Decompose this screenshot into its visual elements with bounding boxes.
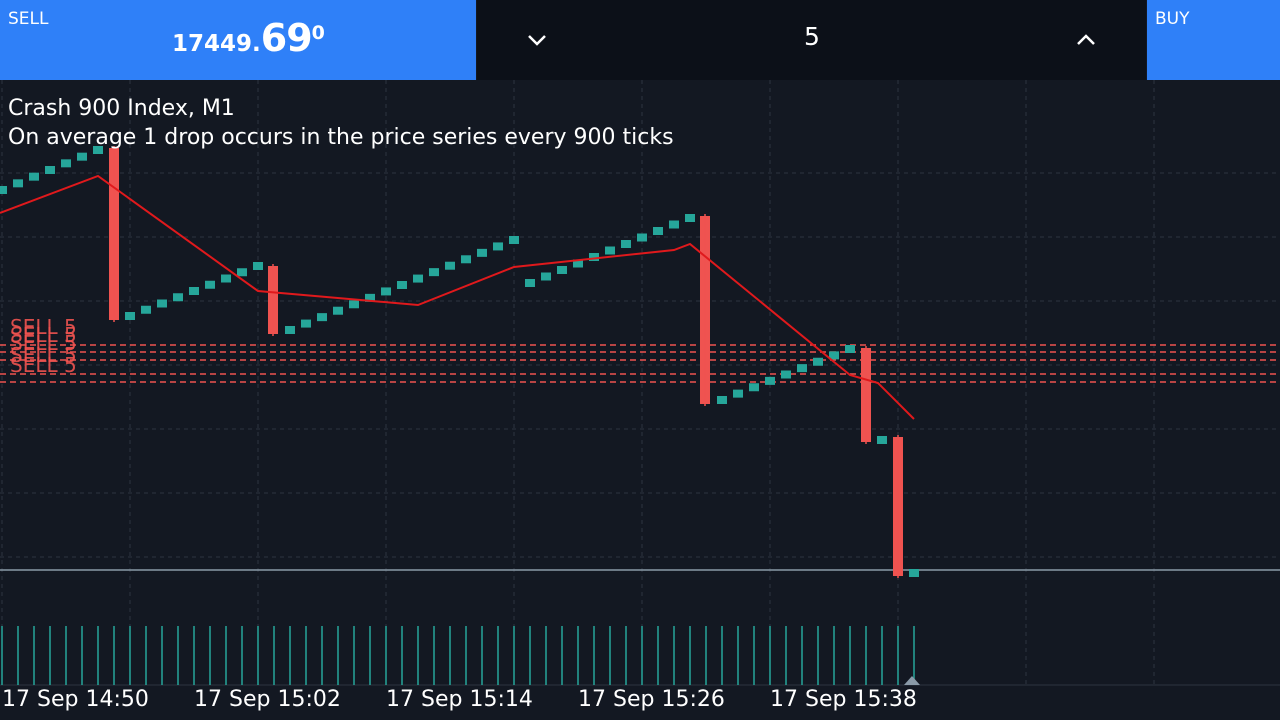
x-tick-label: 17 Sep 15:26 <box>578 687 725 712</box>
x-tick-label: 17 Sep 15:14 <box>386 687 533 712</box>
candle-up <box>909 569 919 577</box>
sell-price: 17449.690 <box>172 16 325 60</box>
candle-up <box>141 305 151 314</box>
candle-up <box>413 274 423 283</box>
chart-symbol-label: Crash 900 Index, M1 <box>8 96 235 121</box>
chevron-down-icon <box>528 35 546 46</box>
buy-label: BUY <box>1155 9 1190 29</box>
candle-up <box>557 266 567 274</box>
candle-up <box>157 299 167 308</box>
candle-up <box>61 159 71 168</box>
candle-up <box>221 274 231 283</box>
candle-up <box>813 357 823 366</box>
candle-up <box>573 259 583 268</box>
candle-up <box>765 376 775 385</box>
candle-up <box>717 396 727 404</box>
order-line-label: SELL 5 <box>10 343 77 367</box>
order-bar: SELL 17449.690 5 BUY <box>0 0 1280 80</box>
candle-up <box>317 313 327 322</box>
x-tick-label: 17 Sep 15:02 <box>194 687 341 712</box>
candle-up <box>301 319 311 328</box>
candle-up <box>125 312 135 320</box>
candle-up <box>477 248 487 257</box>
candle-up <box>13 179 23 188</box>
sell-price-big: 69 <box>260 16 313 60</box>
candle-up <box>669 220 679 229</box>
volume-value[interactable]: 5 <box>804 22 820 51</box>
candle-up <box>845 345 855 353</box>
chart-description: On average 1 drop occurs in the price se… <box>8 125 674 150</box>
moving-average <box>0 174 915 420</box>
candle-up <box>637 233 647 242</box>
candle-up <box>429 268 439 277</box>
candle-up <box>349 300 359 309</box>
candle-up <box>381 287 391 296</box>
candle-up <box>685 214 695 222</box>
candle-up <box>877 436 887 444</box>
volume-selector <box>477 0 1146 80</box>
candle-up <box>205 280 215 289</box>
sell-label: SELL <box>8 9 49 29</box>
candle-up <box>77 152 87 161</box>
volume-decrease-button[interactable] <box>520 24 554 56</box>
candle-up <box>0 186 7 194</box>
candle-up <box>493 242 503 251</box>
order-line-label: SELL 5 <box>10 323 77 347</box>
sell-price-main: 17449. <box>172 31 261 57</box>
candle-up <box>93 146 103 154</box>
candle-up <box>189 287 199 295</box>
candle-up <box>29 172 39 181</box>
candles <box>0 146 919 578</box>
candle-up <box>173 293 183 302</box>
candle-up <box>253 262 263 270</box>
sell-button[interactable]: SELL 17449.690 <box>0 0 476 80</box>
candle-up <box>45 166 55 174</box>
candle-up <box>781 370 791 379</box>
candle-up <box>605 246 615 255</box>
candle-up <box>797 364 807 373</box>
candle-up <box>445 261 455 270</box>
current-time-marker <box>904 676 920 685</box>
candle-up <box>365 293 375 302</box>
candle-up <box>333 306 343 315</box>
candle-up <box>621 240 631 248</box>
candle-up <box>461 255 471 264</box>
candle-up <box>733 389 743 398</box>
candle-up <box>397 281 407 289</box>
candle-up <box>509 236 519 244</box>
candle-up <box>589 253 599 261</box>
order-line-label: SELL 5 <box>10 315 77 339</box>
order-line-label: SELL 5 <box>10 331 77 355</box>
buy-button[interactable]: BUY <box>1147 0 1280 80</box>
candle-up <box>829 351 839 360</box>
candle-up <box>285 326 295 334</box>
sell-price-sup: 0 <box>311 21 325 44</box>
candle-up <box>525 279 535 287</box>
volume-bars <box>1 626 920 685</box>
candle-up <box>541 272 551 281</box>
moving-average-line <box>0 174 915 420</box>
candle-up <box>237 268 247 277</box>
chevron-up-icon <box>1077 34 1095 45</box>
chart-grid <box>0 80 1280 686</box>
volume-increase-button[interactable] <box>1069 24 1103 56</box>
order-line-label: SELL 5 <box>10 353 77 377</box>
x-tick-label: 17 Sep 14:50 <box>2 687 149 712</box>
candle-up <box>749 383 759 392</box>
x-tick-label: 17 Sep 15:38 <box>770 687 917 712</box>
candle-up <box>653 227 663 235</box>
